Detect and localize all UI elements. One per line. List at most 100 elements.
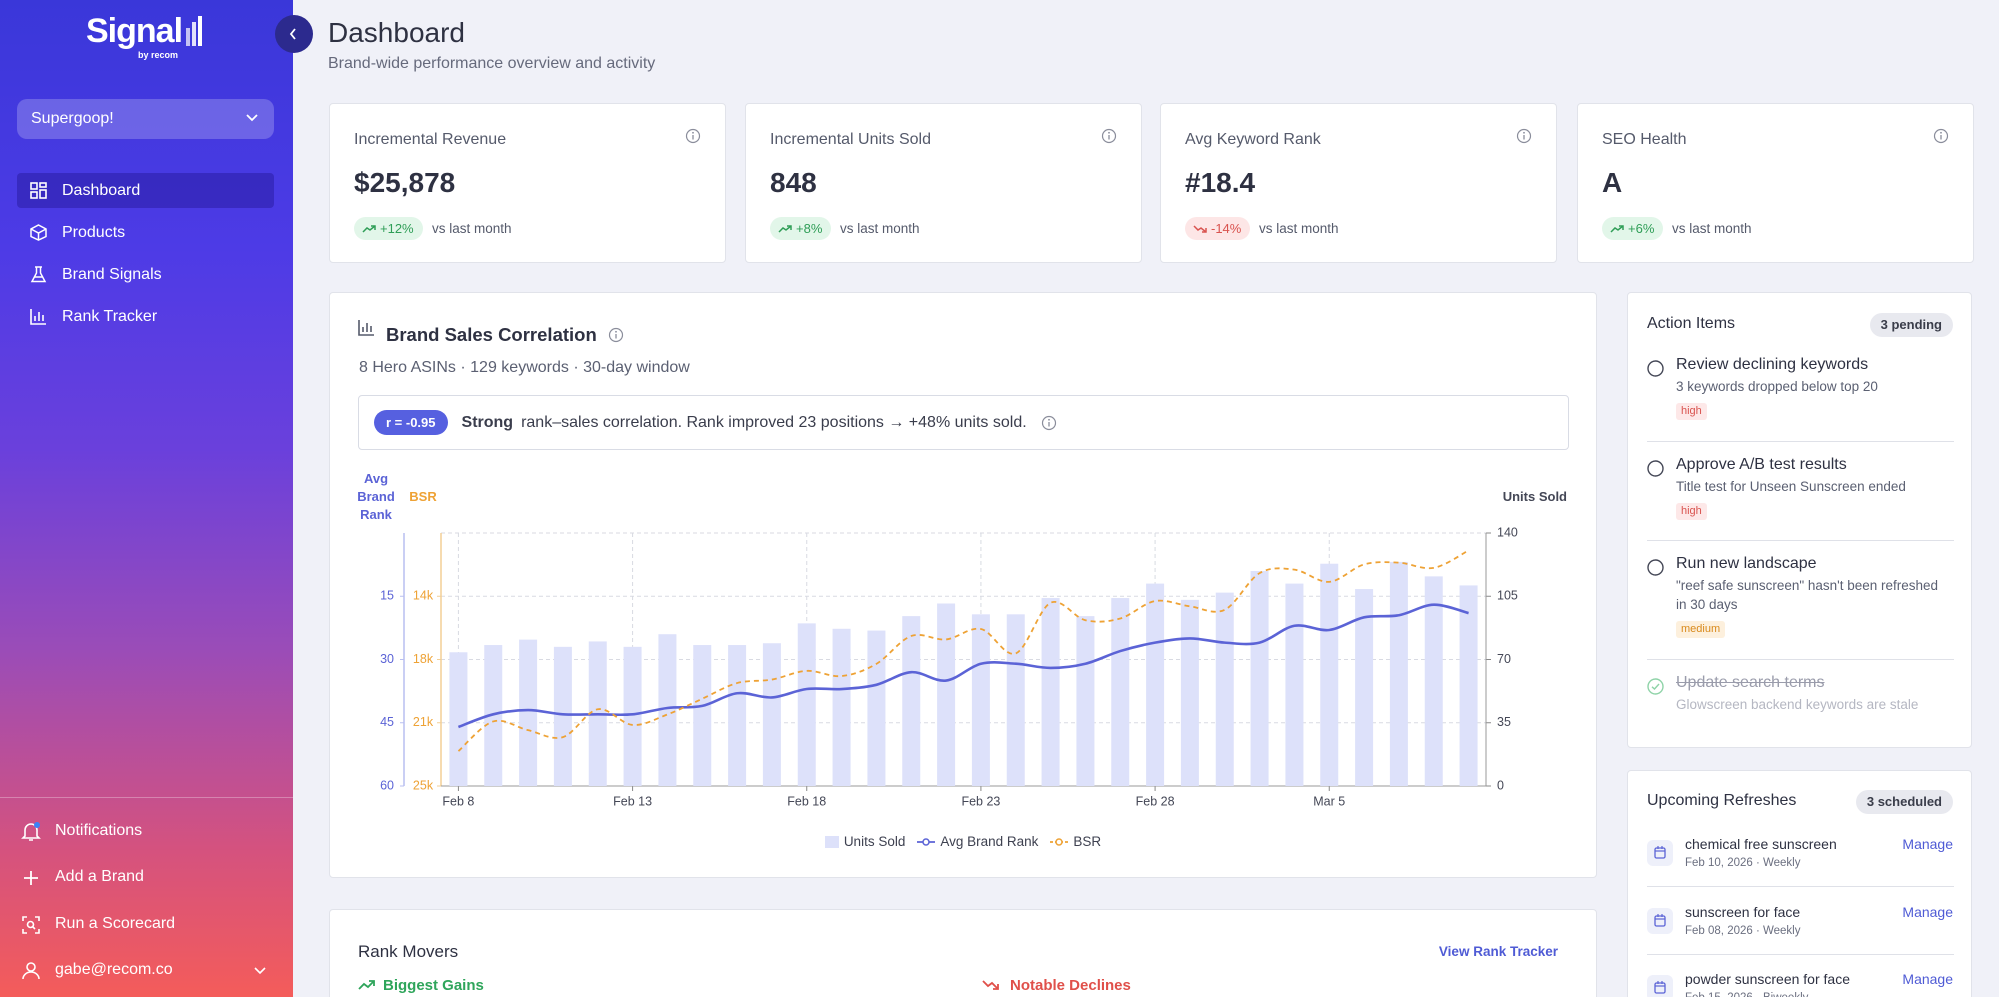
info-button[interactable]: [1516, 128, 1532, 149]
x-tick-label: Feb 28: [1136, 794, 1175, 808]
chart-subtitle: 8 Hero ASINs · 129 keywords · 30-day win…: [359, 359, 690, 376]
footer-label: Notifications: [55, 822, 143, 839]
plus-icon: [24, 871, 38, 885]
page-title: Dashboard: [328, 17, 465, 48]
bar: [658, 634, 677, 786]
action-item[interactable]: Update search terms Glowscreen backend ke…: [1647, 671, 1955, 714]
nav-item[interactable]: Products: [17, 215, 274, 250]
x-tick-label: Feb 13: [613, 794, 652, 808]
y2-tick-label: 140: [1497, 525, 1518, 539]
bar: [1006, 614, 1025, 786]
insight-emphasis: Strong: [461, 413, 514, 431]
status-circle[interactable]: [1647, 559, 1664, 581]
brand-select[interactable]: Supergoop!: [17, 99, 274, 139]
separator: [1647, 540, 1954, 541]
nav-item[interactable]: Dashboard: [17, 173, 274, 208]
user-menu[interactable]: gabe@recom.co: [0, 952, 293, 988]
view-rank-tracker-link[interactable]: View Rank Tracker: [1438, 944, 1558, 959]
status-circle[interactable]: [1647, 460, 1664, 482]
kpi-change-value: +8%: [796, 221, 823, 236]
chart-card: Brand Sales Correlation 8 Hero ASINs · 1…: [329, 292, 1597, 878]
bar: [867, 630, 886, 786]
trend-down-icon: [1193, 224, 1207, 233]
nav-item[interactable]: Brand Signals: [17, 257, 274, 292]
line-y3: [457, 549, 1470, 752]
separator: [1647, 659, 1954, 660]
action-description: Title test for Unseen Sunscreen ended: [1676, 479, 1906, 494]
status-circle[interactable]: [1647, 678, 1664, 700]
info-button[interactable]: [1933, 128, 1949, 149]
kpi-note: vs last month: [1672, 221, 1752, 236]
kpi-change-value: -14%: [1211, 221, 1242, 236]
refresh-meta: Feb 10, 2026 · Weekly: [1685, 857, 1801, 869]
legend-item[interactable]: Avg Brand Rank: [917, 834, 1038, 849]
manage-link[interactable]: Manage: [1902, 971, 1953, 987]
circle-icon: [1647, 460, 1664, 477]
info-button[interactable]: [1101, 128, 1117, 149]
footer-label: Add a Brand: [55, 868, 144, 885]
y-tick-label: 15: [380, 589, 394, 603]
chevron-icon: [254, 967, 266, 975]
footer-item[interactable]: Notifications: [0, 813, 293, 849]
correlation-badge: r = -0.95: [374, 410, 448, 435]
y-axis-title: Avg Brand Rank: [357, 471, 395, 522]
trend-up-icon: [778, 224, 792, 233]
action-item[interactable]: Review declining keywords 3 keywords drop…: [1647, 353, 1955, 420]
kpi-label: Incremental Units Sold: [770, 131, 931, 148]
nav-label: Rank Tracker: [62, 308, 158, 325]
action-item[interactable]: Run new landscape "reef safe sunscreen" h…: [1647, 552, 1955, 638]
bar: [1041, 598, 1060, 786]
refresh-item: chemical free sunscreen Feb 10, 2026 · We…: [1628, 836, 1971, 886]
calendar-icon: [1654, 981, 1666, 994]
trend-down-icon: [982, 980, 999, 990]
info-icon[interactable]: [1041, 415, 1057, 431]
collapse-button[interactable]: [275, 15, 313, 53]
info-icon[interactable]: [685, 128, 701, 144]
legend-swatch: [824, 835, 839, 848]
status-circle[interactable]: [1647, 360, 1664, 382]
kpi-card: Incremental Revenue $25,878 +12% vs last mo…: [329, 103, 726, 263]
sidebar: Signal by recom Supergoop! Dashboard Pro…: [0, 0, 293, 997]
y3-tick-label: 18k: [413, 652, 434, 666]
info-icon[interactable]: [1933, 128, 1949, 144]
legend: Units Sold Avg Brand Rank BSR: [330, 834, 1596, 849]
refreshes-card: Upcoming Refreshes 3 scheduled chemical …: [1627, 770, 1972, 997]
chevron-left-icon: [289, 28, 296, 40]
legend-item[interactable]: BSR: [1050, 834, 1101, 849]
chevron-icon: [246, 114, 258, 122]
info-button[interactable]: [685, 128, 701, 149]
bar: [623, 646, 642, 786]
info-icon[interactable]: [1101, 128, 1117, 144]
action-item[interactable]: Approve A/B test results Title test for U…: [1647, 453, 1955, 520]
bar: [1459, 585, 1478, 786]
footer-item[interactable]: Run a Scorecard: [0, 906, 293, 942]
action-description: Glowscreen backend keywords are stale: [1676, 697, 1919, 712]
kpi-label: Avg Keyword Rank: [1185, 131, 1321, 148]
priority-tag: high: [1676, 503, 1707, 520]
nav-item[interactable]: Rank Tracker: [17, 299, 274, 334]
trend-up-icon: [362, 224, 376, 233]
kpi-label: Incremental Revenue: [354, 131, 507, 148]
kpi-value: #18.4: [1185, 167, 1256, 198]
footer-item[interactable]: Add a Brand: [0, 859, 293, 895]
nav-icon: [30, 224, 47, 241]
kpi-value: 848: [770, 167, 817, 198]
legend-item[interactable]: Units Sold: [824, 834, 906, 849]
info-icon[interactable]: [1516, 128, 1532, 144]
manage-link[interactable]: Manage: [1902, 836, 1953, 852]
y3-tick-label: 21k: [413, 715, 434, 729]
rank-movers-card: Rank Movers View Rank Tracker Biggest Ga…: [329, 909, 1597, 997]
info-icon[interactable]: [608, 327, 624, 343]
bar: [1111, 598, 1130, 786]
y-tick-label: 45: [380, 715, 394, 729]
logo: Signal: [86, 12, 183, 50]
legend-label: Units Sold: [843, 834, 906, 849]
nav-icon: [30, 182, 47, 199]
manage-link[interactable]: Manage: [1902, 904, 1953, 920]
count-badge: 3 pending: [1869, 313, 1953, 337]
kpi-change: +6%: [1602, 217, 1664, 240]
nav-icon: [30, 309, 46, 325]
